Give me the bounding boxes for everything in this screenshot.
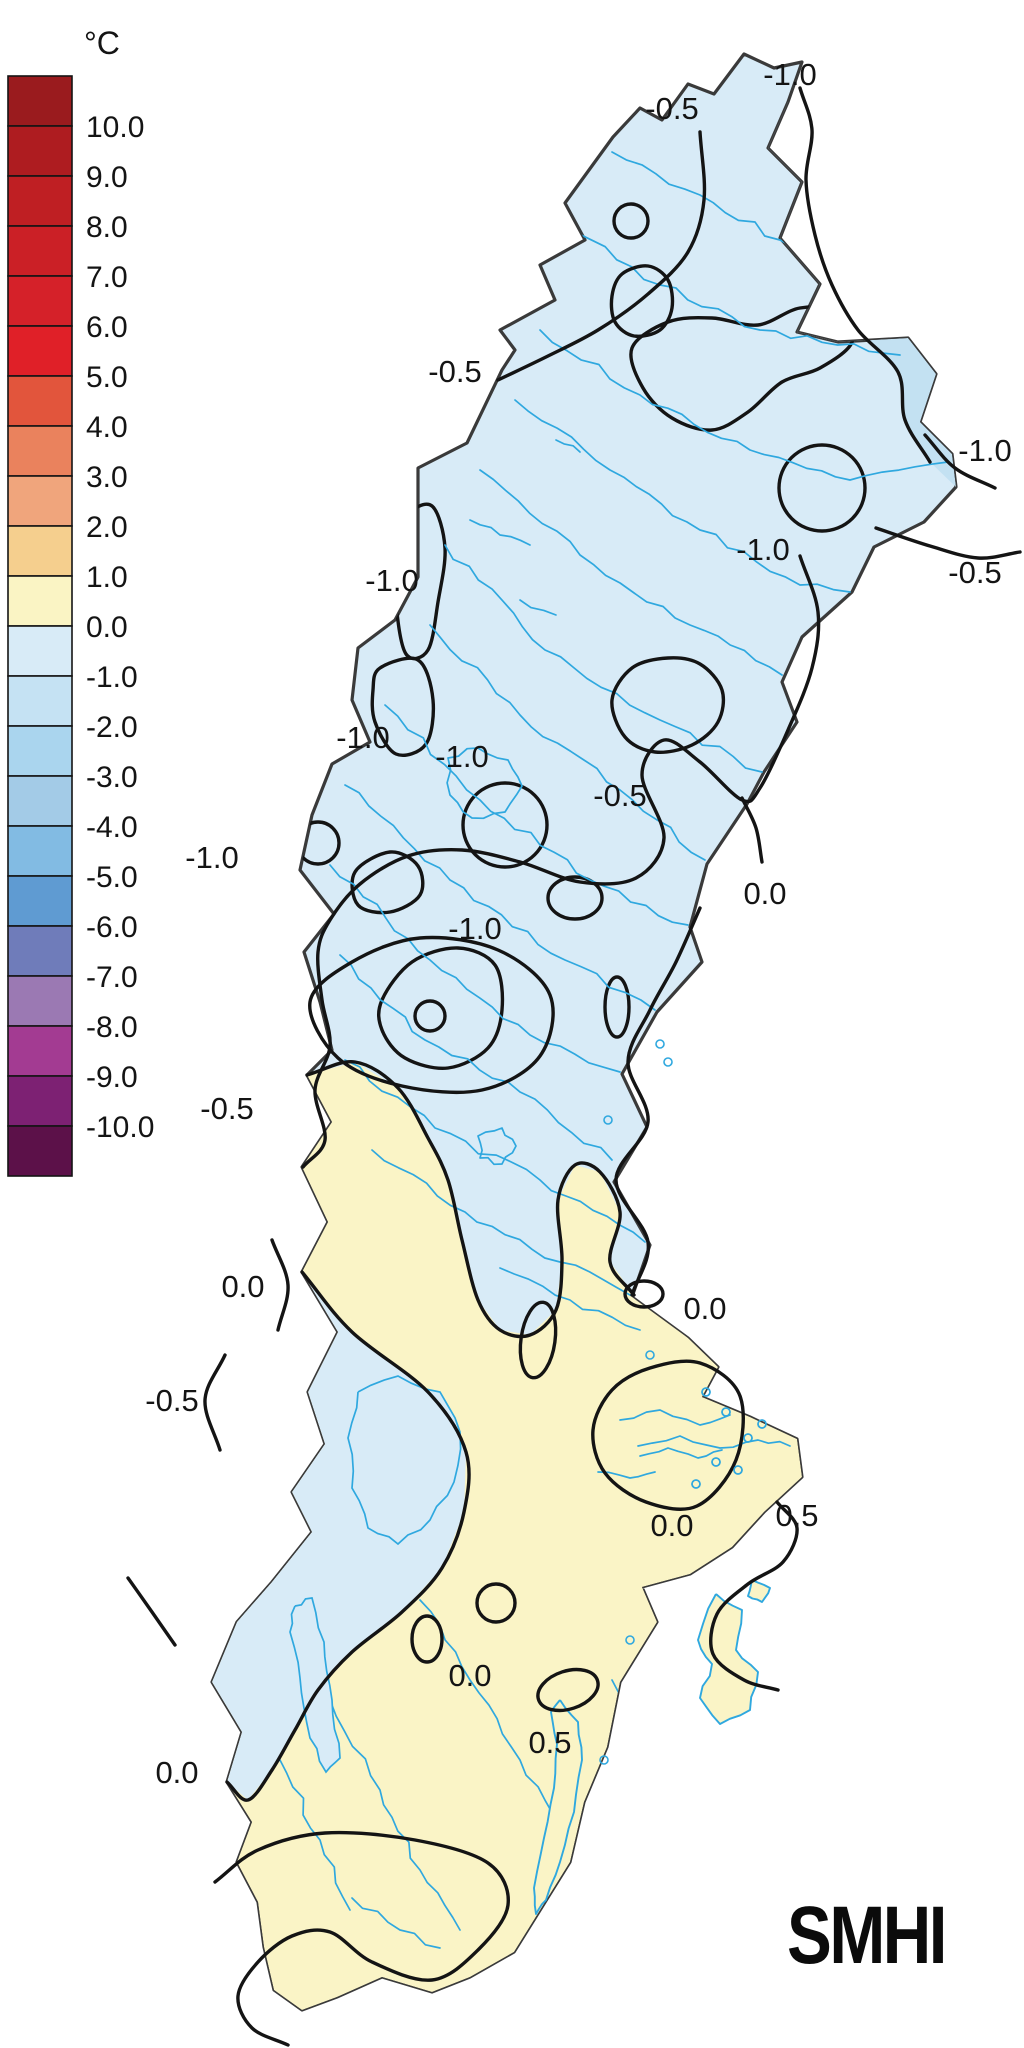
legend-tick-label: -1.0	[86, 661, 138, 694]
legend-color-box	[7, 525, 73, 577]
legend-tick-label: -5.0	[86, 861, 138, 894]
celsius-title: °C	[84, 25, 120, 61]
contour-label: -0.5	[948, 555, 1001, 590]
legend-tick-label: 1.0	[86, 561, 128, 594]
legend-tick-label: -6.0	[86, 911, 138, 944]
contour-label: 0.0	[221, 1269, 264, 1304]
contour-label: 0.0	[683, 1291, 726, 1326]
legend-tick-label: -4.0	[86, 811, 138, 844]
legend-tick-label: -9.0	[86, 1061, 138, 1094]
above-zero-region	[212, 1062, 802, 2010]
contour-label: -1.0	[763, 57, 816, 92]
legend-tick-label: 6.0	[86, 311, 128, 344]
legend-color-box	[7, 1125, 73, 1177]
legend-tick-label: 2.0	[86, 511, 128, 544]
legend-tick-label: -8.0	[86, 1011, 138, 1044]
legend-color-box	[7, 425, 73, 477]
river-lines	[279, 151, 949, 1949]
northern-lakes	[446, 439, 581, 1166]
legend-color-box	[7, 775, 73, 827]
legend-tick-label: -10.0	[86, 1111, 154, 1144]
legend-tick-label: -3.0	[86, 761, 138, 794]
legend-color-box	[7, 875, 73, 927]
legend-color-box	[7, 575, 73, 627]
legend-color-box	[7, 925, 73, 977]
below-minus1-patches	[295, 88, 956, 1071]
smhi-logo: SMHI	[787, 1890, 945, 1981]
contour-label: 0.5	[528, 1725, 571, 1760]
legend-color-box	[7, 675, 73, 727]
legend-color-box	[7, 725, 73, 777]
contour-label: 0.0	[743, 876, 786, 911]
legend-tick-label: -2.0	[86, 711, 138, 744]
contour-label: 0.0	[155, 1755, 198, 1790]
contour-label: 0.0	[650, 1508, 693, 1543]
contour-label: -1.0	[435, 739, 488, 774]
contour-labels: -1.0 -0.5 -0.5 -1.0 -1.0 -0.5 -1.0 -1.0 -1.0 -1.0…	[145, 57, 1011, 1790]
legend-tick-label: 8.0	[86, 211, 128, 244]
legend-color-box	[7, 375, 73, 427]
color-scale-legend: °C 10.0 9.0 8.0 7.0 6.0 5.0 4.0 3.0 2.0 1.0 0.0 -1.…	[7, 25, 154, 1177]
legend-color-box	[7, 325, 73, 377]
legend-tick-label: 5.0	[86, 361, 128, 394]
lake-outlines	[289, 1039, 791, 1774]
legend-color-box	[7, 225, 73, 277]
legend-tick-label: 7.0	[86, 261, 128, 294]
legend-tick-label: 0.0	[86, 611, 128, 644]
legend-tick-label: 10.0	[86, 111, 144, 144]
legend-color-box	[7, 175, 73, 227]
contour-label: -1.0	[736, 532, 789, 567]
contour-lines	[126, 86, 1022, 2047]
legend-color-box	[7, 275, 73, 327]
contour-label: -0.5	[145, 1383, 198, 1418]
legend-tick-label: 3.0	[86, 461, 128, 494]
contour-label: -1.0	[336, 720, 389, 755]
contour-label: -0.5	[593, 778, 646, 813]
contour-label: 0.5	[775, 1498, 818, 1533]
legend-color-box	[7, 825, 73, 877]
legend-color-box	[7, 625, 73, 677]
contour-label: -1.0	[448, 911, 501, 946]
legend-color-box	[7, 975, 73, 1027]
contour-label: -0.5	[428, 354, 481, 389]
legend-color-box	[7, 475, 73, 527]
legend-color-box	[7, 75, 73, 127]
contour-label: -1.0	[185, 840, 238, 875]
contour-label: -1.0	[365, 563, 418, 598]
legend-color-box	[7, 125, 73, 177]
legend-tick-label: -7.0	[86, 961, 138, 994]
temperature-fill-regions	[212, 88, 956, 2010]
legend-tick-label: 4.0	[86, 411, 128, 444]
legend-color-box	[7, 1025, 73, 1077]
contour-label: 0.0	[448, 1658, 491, 1693]
contour-label: -1.0	[958, 433, 1011, 468]
contour-label: -0.5	[645, 91, 698, 126]
legend-tick-label: 9.0	[86, 161, 128, 194]
contour-label: -0.5	[200, 1091, 253, 1126]
legend-color-box	[7, 1075, 73, 1127]
